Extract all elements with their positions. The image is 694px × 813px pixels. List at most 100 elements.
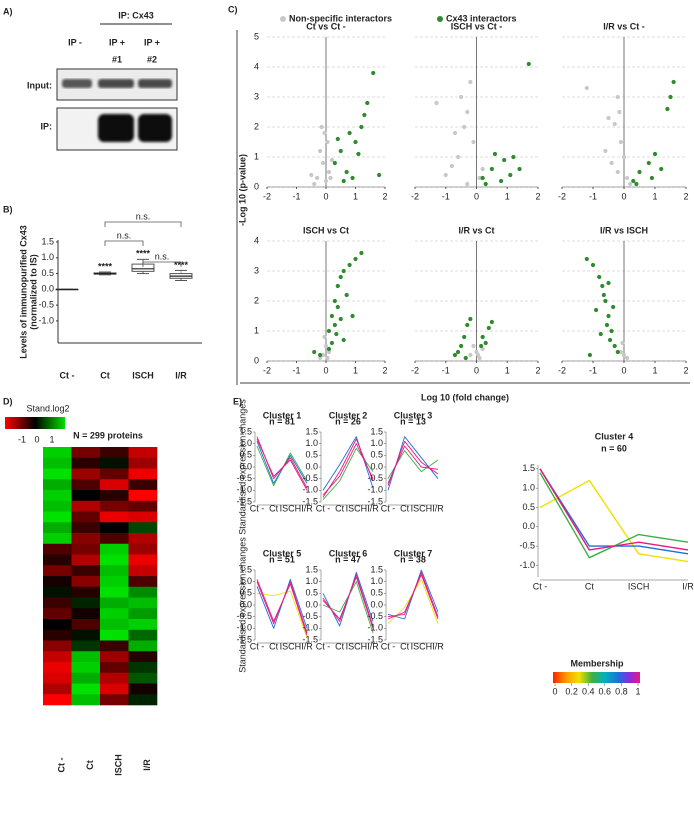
x-tick-label: -2 [558,191,566,201]
point [328,175,333,181]
heatmap-cell [100,543,129,555]
y-tick-label: 1.0 [305,438,318,448]
point [468,79,473,85]
x-tick-label: Ct - [250,641,265,651]
point [607,337,613,343]
x-tick-label: Ct - [533,581,548,591]
point [329,157,334,163]
x-tick-label: 0 [474,191,479,201]
y-tick-label: 1.0 [370,576,383,586]
heatmap-cell [71,447,101,459]
y-tick-label: 1.5 [239,426,252,436]
point [594,307,599,313]
heatmap-cell [128,651,158,663]
point [471,343,476,349]
x-tick-label: 2 [683,191,688,201]
heatmap-cell [43,651,72,663]
lane-label: IP + [109,37,125,47]
heatmap-cell [100,447,129,459]
scale-tick-label: -1 [18,434,26,444]
point [323,343,329,349]
point [615,94,620,100]
y-tick-label: -1.0 [38,315,54,325]
point [359,124,364,130]
y-tick-label: -0.5 [38,300,54,310]
point [637,169,642,175]
y-tick-label: 1.5 [305,426,318,436]
heatmap-cell [100,597,129,609]
heatmap-cell [128,554,158,566]
heatmap-cell [43,543,72,555]
x-tick-label: I/R [367,503,379,513]
cluster-subtitle: n = 47 [335,554,361,564]
x-tick-label: ISCH [280,641,302,651]
point [341,268,346,274]
point [606,115,611,121]
cluster-title: Cluster 6 [329,548,368,558]
cluster-title: Cluster 7 [394,548,433,558]
cluster-subtitle: n = 26 [335,416,361,426]
point [332,160,337,166]
point [617,109,622,115]
point [377,172,382,178]
x-tick-label: Ct [400,503,409,513]
point [511,154,516,160]
column-label: ISCH [114,754,124,776]
y-tick-label: -1.5 [236,634,252,644]
cluster-line [322,576,374,629]
heatmap-cell [100,565,129,577]
heatmap-cell [43,479,72,491]
heatmap-cell [128,640,158,652]
cluster-subtitle: n = 13 [400,416,426,426]
y-tick-label: 0 [254,181,259,191]
point [434,100,439,106]
point [329,313,334,319]
point [452,352,458,358]
point [668,94,673,100]
legend-label: Cx43 interactors [446,13,517,23]
heatmap-cell [100,619,129,631]
point [499,178,504,184]
x-tick-label: Ct [269,641,278,651]
y-tick-label: 1.0 [522,483,535,493]
y-tick-label: -1.0 [367,485,383,495]
x-tick-label: -1 [442,191,450,201]
point [452,130,458,136]
panel-label: D) [3,396,13,406]
heatmap-cell [71,576,101,588]
y-tick-label: 3 [254,91,259,101]
point [325,139,330,145]
point [322,334,327,340]
point [475,352,481,358]
heatmap-cell [100,662,129,674]
y-tick-label: 1.5 [370,426,383,436]
x-tick-label: Ct - [316,503,331,513]
plot-title: I/R vs ISCH [600,225,648,235]
y-axis-label: Levels of immunopurified Cx43 [18,225,28,359]
heatmap-cell [100,672,129,684]
cluster-line [387,436,439,491]
point [526,61,531,67]
legend-marker [280,16,286,22]
point [318,355,323,361]
y-tick-label: 1.5 [522,463,535,473]
bracket-label: n.s. [136,211,151,221]
point [606,313,611,319]
point [332,322,337,328]
y-tick-label: 1 [254,325,259,335]
y-tick-label: 4 [254,235,259,245]
bracket [104,240,144,246]
heatmap-cell [43,511,72,523]
y-tick-label: 0.5 [370,588,383,598]
x-axis-label: Log 10 (fold change) [421,392,509,402]
colorbar-tick-label: 0 [552,686,557,696]
point [590,262,596,268]
heatmap-cell [100,629,129,641]
plot-title: ISCH vs Ct - [451,21,503,31]
heatmap-cell [43,597,72,609]
point [344,292,349,298]
point [631,178,636,184]
x-tick-label: Ct - [250,503,265,513]
heatmap-cell [71,533,101,545]
y-tick-label: -1.5 [302,496,318,506]
